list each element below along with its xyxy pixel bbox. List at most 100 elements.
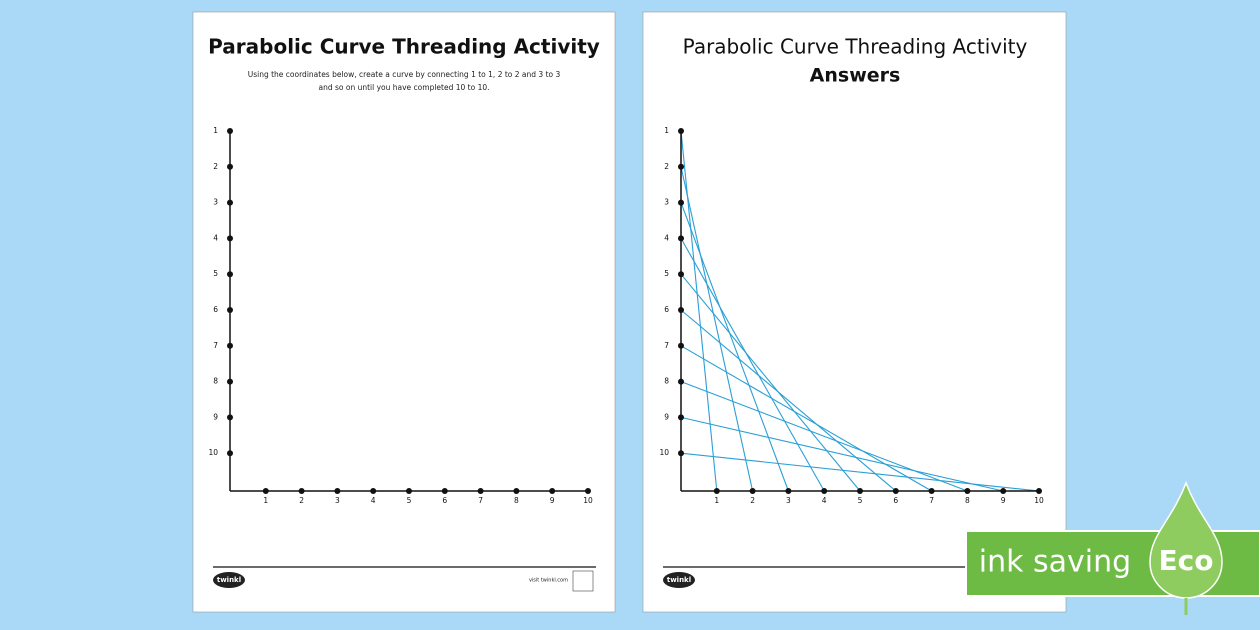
point-label: 2	[750, 496, 755, 505]
point	[821, 488, 828, 494]
point	[513, 488, 520, 494]
point-label: 10	[1034, 496, 1044, 505]
point-label: 1	[263, 496, 268, 505]
point-label: 2	[213, 162, 218, 171]
point-label: 6	[213, 305, 218, 314]
point-label: 6	[442, 496, 447, 505]
logo-shape	[663, 572, 695, 588]
point-label: 1	[213, 126, 218, 135]
point	[892, 488, 899, 494]
point	[227, 235, 233, 242]
thread	[680, 416, 1004, 492]
point-label: 1	[664, 126, 669, 135]
point-label: 4	[371, 496, 376, 505]
thread	[680, 202, 789, 492]
answers-page	[642, 11, 1067, 613]
point	[678, 342, 684, 349]
thread	[680, 345, 932, 492]
point-label: 7	[929, 496, 934, 505]
point	[857, 488, 863, 494]
point-label: 2	[664, 162, 669, 171]
point-label: 1	[714, 496, 719, 505]
thread	[680, 166, 754, 492]
point	[678, 163, 684, 170]
point	[262, 488, 269, 494]
title: Parabolic Curve Threading Activity	[683, 35, 1028, 59]
point	[678, 199, 684, 206]
point-label: 8	[664, 377, 669, 386]
subtitle: Answers	[810, 65, 901, 87]
point-label: 3	[335, 496, 340, 505]
point-label: 9	[550, 496, 555, 505]
point-label: 4	[822, 496, 827, 505]
point	[678, 307, 684, 313]
point	[678, 450, 684, 457]
point	[928, 488, 935, 494]
point	[227, 128, 233, 134]
thread	[680, 452, 1040, 492]
thread	[680, 273, 861, 492]
point	[227, 199, 233, 206]
thread	[680, 309, 897, 492]
instructions: Using the coordinates below, create a cu…	[248, 70, 561, 79]
point	[678, 271, 684, 278]
point	[227, 307, 233, 313]
point	[298, 488, 305, 494]
point	[749, 488, 756, 494]
worksheet-page	[192, 11, 616, 613]
point	[227, 450, 233, 457]
point-label: 3	[664, 198, 669, 207]
point-label: 10	[659, 448, 669, 457]
point-label: 6	[893, 496, 898, 505]
badge-icon	[572, 570, 594, 592]
point-label: 6	[664, 305, 669, 314]
eco-text: ink saving	[979, 545, 1131, 580]
point	[227, 271, 233, 278]
point	[370, 488, 377, 494]
point-label: 9	[1001, 496, 1006, 505]
point	[678, 128, 684, 134]
point	[334, 488, 341, 494]
point	[585, 488, 591, 494]
point	[227, 342, 233, 349]
eco-label: Eco	[1159, 544, 1214, 577]
point-label: 5	[407, 496, 412, 505]
thread	[680, 238, 825, 492]
point	[785, 488, 792, 494]
logo: twinkl	[217, 576, 241, 584]
point-label: 9	[664, 412, 669, 421]
point	[678, 235, 684, 242]
point	[406, 488, 412, 494]
point-label: 8	[965, 496, 970, 505]
point	[227, 163, 233, 170]
point	[227, 414, 233, 421]
point-label: 3	[786, 496, 791, 505]
point-label: 7	[478, 496, 483, 505]
point	[1000, 488, 1007, 494]
point	[678, 378, 684, 385]
point	[227, 378, 233, 385]
point-label: 7	[664, 341, 669, 350]
point	[549, 488, 556, 494]
point-label: 2	[299, 496, 304, 505]
point-label: 7	[213, 341, 218, 350]
point	[713, 488, 720, 494]
logo-shape	[213, 572, 245, 588]
point-label: 9	[213, 412, 218, 421]
point-label: 5	[664, 269, 669, 278]
point-label: 4	[664, 233, 669, 242]
footer-link: visit twinkl.com	[529, 578, 568, 584]
instructions: and so on until you have completed 10 to…	[319, 83, 490, 92]
thread	[680, 381, 968, 492]
point-label: 5	[858, 496, 863, 505]
point	[964, 488, 971, 494]
point	[678, 414, 684, 421]
point-label: 10	[583, 496, 593, 505]
title: Parabolic Curve Threading Activity	[208, 35, 600, 59]
point	[1036, 488, 1042, 494]
point-label: 8	[514, 496, 519, 505]
point-label: 5	[213, 269, 218, 278]
point-label: 10	[208, 448, 218, 457]
